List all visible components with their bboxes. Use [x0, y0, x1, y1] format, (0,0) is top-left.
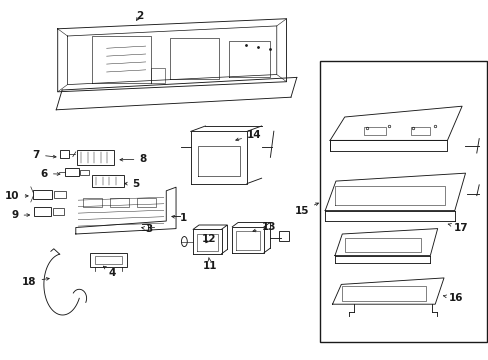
Text: 14: 14 — [235, 130, 261, 141]
Bar — [344, 238, 420, 252]
Text: 4: 4 — [103, 266, 116, 278]
Text: 5: 5 — [124, 179, 139, 189]
Bar — [320, 61, 486, 342]
Text: 11: 11 — [203, 258, 217, 271]
Bar — [95, 256, 122, 264]
Bar — [33, 190, 52, 199]
Text: 13: 13 — [252, 222, 276, 232]
Bar — [60, 150, 69, 158]
Bar — [342, 286, 426, 301]
Bar — [92, 175, 123, 187]
Bar — [410, 127, 429, 135]
Bar — [64, 168, 79, 176]
Text: 1: 1 — [171, 213, 187, 223]
Text: 16: 16 — [443, 293, 463, 303]
Bar — [34, 207, 51, 216]
Text: 12: 12 — [201, 234, 216, 244]
Text: 3: 3 — [142, 224, 153, 234]
Text: 2: 2 — [136, 11, 142, 21]
Bar — [110, 198, 128, 207]
Text: 17: 17 — [447, 222, 468, 233]
Text: 18: 18 — [22, 276, 49, 287]
Bar — [53, 208, 63, 215]
Bar — [54, 191, 66, 198]
Bar — [83, 198, 102, 207]
Text: 15: 15 — [294, 203, 318, 216]
Bar — [90, 253, 127, 267]
Bar — [278, 231, 289, 241]
Text: 8: 8 — [120, 154, 146, 164]
Bar — [80, 170, 89, 175]
Bar — [77, 150, 114, 165]
Bar — [364, 127, 386, 135]
Text: 9: 9 — [11, 210, 30, 220]
Text: 10: 10 — [5, 191, 28, 201]
Text: 7: 7 — [33, 150, 56, 160]
Bar — [137, 198, 155, 207]
Text: 6: 6 — [41, 168, 60, 179]
